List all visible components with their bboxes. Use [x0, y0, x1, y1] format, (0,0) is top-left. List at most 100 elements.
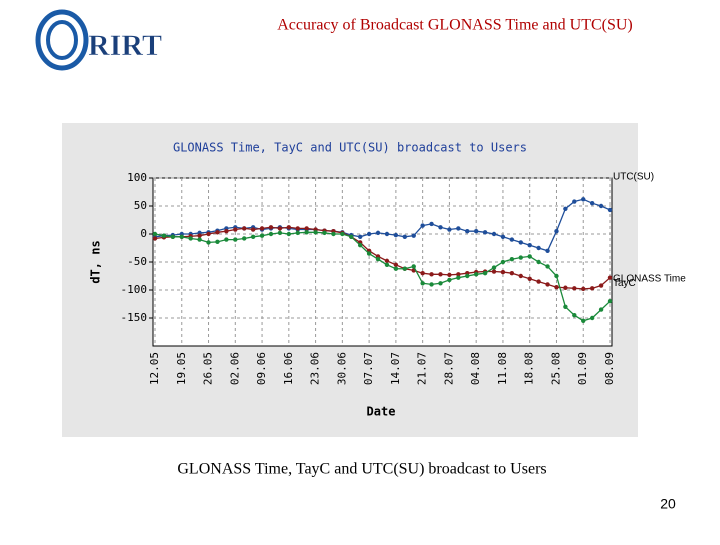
point	[545, 248, 550, 253]
point	[482, 271, 488, 276]
point	[411, 264, 416, 269]
point	[224, 237, 229, 242]
logo-text: RIRT	[88, 29, 162, 62]
point	[420, 281, 425, 286]
logo-bg	[36, 10, 184, 70]
point	[206, 231, 211, 237]
point	[509, 271, 515, 276]
point	[295, 230, 300, 236]
slide-title: Accuracy of Broadcast GLONASS Time and U…	[277, 17, 633, 34]
point	[268, 231, 274, 237]
point	[152, 236, 158, 241]
point	[607, 275, 613, 280]
y-tick-label: -150	[121, 311, 148, 324]
series-label: GLONASS Time	[613, 273, 686, 284]
point	[438, 272, 443, 277]
point	[277, 230, 283, 236]
x-tick-label: 21.07	[416, 352, 429, 385]
x-tick-label: 28.07	[442, 352, 455, 385]
point	[572, 313, 577, 318]
point	[473, 229, 479, 234]
point	[518, 240, 523, 245]
x-tick-label: 19.05	[175, 352, 188, 385]
point	[357, 243, 363, 248]
point	[500, 269, 506, 275]
logo: RIRT	[35, 9, 184, 71]
point	[447, 227, 452, 232]
point	[366, 251, 372, 256]
point	[589, 315, 595, 321]
point	[473, 272, 479, 277]
series-line	[154, 231, 611, 322]
point	[563, 206, 568, 211]
point	[536, 245, 541, 251]
point	[607, 207, 613, 213]
point	[259, 226, 265, 231]
point	[331, 231, 336, 237]
point	[438, 281, 443, 286]
x-tick-label: 09.06	[255, 352, 268, 385]
point	[447, 277, 452, 283]
point	[420, 271, 425, 276]
point	[572, 286, 577, 291]
point	[527, 243, 532, 248]
point	[402, 234, 408, 239]
point	[233, 237, 238, 242]
x-tick-label: 25.08	[549, 352, 562, 385]
point	[527, 254, 532, 259]
point	[554, 229, 559, 234]
point	[250, 227, 256, 232]
caption: GLONASS Time, TayC and UTC(SU) broadcast…	[177, 461, 546, 478]
point	[161, 233, 167, 238]
point	[206, 240, 211, 245]
logo-ring	[35, 9, 89, 71]
point	[233, 227, 238, 232]
y-tick-label: 0	[140, 227, 147, 240]
point	[375, 257, 381, 262]
x-tick-label: 12.05	[148, 352, 161, 385]
chart-title: GLONASS Time, TayC and UTC(SU) broadcast…	[173, 141, 527, 155]
point	[509, 237, 515, 242]
series-line	[154, 198, 611, 252]
point	[393, 266, 399, 271]
point	[242, 226, 247, 231]
point	[438, 225, 443, 230]
point	[197, 233, 202, 238]
point	[456, 272, 461, 277]
x-tick-label: 26.05	[202, 352, 215, 385]
point	[322, 230, 327, 236]
x-tick-label: 18.08	[523, 352, 536, 385]
point	[384, 262, 390, 267]
point	[420, 223, 425, 228]
point	[581, 318, 586, 323]
x-tick-label: 02.06	[228, 352, 241, 385]
series-label: TayC	[613, 278, 636, 289]
y-tick-label: 100	[127, 171, 147, 184]
point	[357, 234, 363, 239]
point	[482, 230, 488, 235]
x-tick-label: 16.06	[282, 352, 295, 385]
point	[179, 234, 184, 239]
point	[286, 231, 292, 237]
point	[286, 225, 292, 230]
point	[250, 234, 256, 239]
point	[429, 272, 434, 277]
point	[215, 239, 220, 245]
point	[304, 226, 309, 231]
point	[536, 259, 541, 265]
point	[429, 282, 434, 287]
point	[536, 279, 541, 284]
point	[366, 231, 372, 237]
point	[491, 265, 497, 270]
point	[277, 226, 283, 231]
point	[500, 234, 506, 239]
point	[527, 276, 532, 281]
x-tick-label: 01.09	[576, 352, 589, 385]
point	[402, 266, 408, 271]
point	[598, 203, 604, 209]
point	[313, 230, 318, 235]
point	[554, 285, 559, 290]
point	[447, 272, 452, 278]
